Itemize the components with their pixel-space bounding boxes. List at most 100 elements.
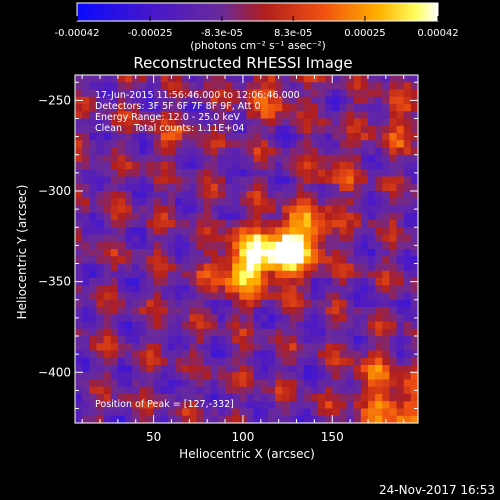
heatmap-cell <box>153 307 162 315</box>
heatmap-cell <box>382 263 391 272</box>
heatmap-cell <box>396 183 405 192</box>
heatmap-cell <box>317 191 326 199</box>
heatmap-cell <box>253 89 262 98</box>
heatmap-cell <box>153 212 162 221</box>
heatmap-cell <box>246 394 255 402</box>
heatmap-cell <box>382 401 391 410</box>
heatmap-cell <box>175 328 183 337</box>
y-tick-label: −250 <box>38 93 71 107</box>
heatmap-cell <box>346 227 355 236</box>
heatmap-cell <box>367 96 376 105</box>
heatmap-cell <box>353 357 362 366</box>
heatmap-cell <box>303 125 312 134</box>
heatmap-cell <box>289 285 298 294</box>
heatmap-cell <box>317 205 326 214</box>
heatmap-cell <box>396 350 405 359</box>
annotation-time-range: 17-Jun-2015 11:56:46.000 to 12:06:46.000 <box>95 90 300 101</box>
heatmap-cell <box>282 379 290 388</box>
heatmap-cell <box>167 154 176 163</box>
heatmap-cell <box>353 147 362 156</box>
heatmap-cell <box>253 212 262 221</box>
heatmap-cell <box>275 350 283 359</box>
heatmap-cell <box>389 263 398 272</box>
heatmap-cell <box>403 263 412 272</box>
heatmap-cell <box>353 111 362 120</box>
heatmap-cell <box>175 133 183 141</box>
heatmap-cell <box>189 336 198 344</box>
heatmap-cell <box>332 205 340 214</box>
x-tick-label: 100 <box>231 430 254 444</box>
heatmap-cell <box>189 299 198 308</box>
heatmap-cell <box>282 278 290 286</box>
heatmap-cell <box>410 256 419 265</box>
heatmap-cell <box>203 328 212 337</box>
heatmap-cell <box>139 408 148 417</box>
heatmap-cell <box>410 82 419 91</box>
heatmap-cell <box>253 401 262 410</box>
heatmap-cell <box>289 350 298 359</box>
heatmap-cell <box>82 191 90 199</box>
heatmap-cell <box>153 394 162 402</box>
heatmap-cell <box>389 205 398 214</box>
heatmap-cell <box>82 118 90 127</box>
heatmap-cell <box>382 125 391 134</box>
heatmap-cell <box>246 125 255 134</box>
heatmap-cell <box>353 270 362 279</box>
heatmap-cell <box>167 307 176 315</box>
heatmap-cell <box>103 162 112 170</box>
heatmap-cell <box>196 89 205 98</box>
heatmap-cell <box>396 307 405 315</box>
heatmap-cell <box>275 212 283 221</box>
heatmap-cell <box>353 118 362 127</box>
heatmap-cell <box>96 162 105 170</box>
heatmap-cell <box>139 191 148 199</box>
heatmap-cell <box>160 234 169 243</box>
heatmap-cell <box>396 234 405 243</box>
heatmap-cell <box>303 133 312 141</box>
heatmap-cell <box>89 415 98 424</box>
heatmap-cell <box>253 408 262 417</box>
heatmap-cell <box>203 256 212 265</box>
heatmap-cell <box>203 278 212 286</box>
heatmap-cell <box>346 96 355 105</box>
heatmap-cell <box>153 133 162 141</box>
heatmap-cell <box>110 350 119 359</box>
heatmap-cell <box>325 307 333 315</box>
heatmap-cell <box>125 292 133 301</box>
heatmap-cell <box>175 263 183 272</box>
heatmap-cell <box>375 386 383 395</box>
heatmap-cell <box>160 241 169 250</box>
heatmap-cell <box>375 299 383 308</box>
heatmap-cell <box>325 89 333 98</box>
heatmap-cell <box>153 198 162 207</box>
heatmap-cell <box>367 249 376 257</box>
heatmap-cell <box>82 408 90 417</box>
heatmap-cell <box>189 176 198 185</box>
heatmap-cell <box>82 256 90 265</box>
heatmap-cell <box>282 140 290 149</box>
heatmap-cell <box>339 408 348 417</box>
heatmap-cell <box>239 365 248 373</box>
heatmap-cell <box>182 321 190 330</box>
heatmap-cell <box>317 147 326 156</box>
heatmap-cell <box>246 169 255 178</box>
heatmap-cell <box>260 401 269 410</box>
heatmap-cell <box>132 299 140 308</box>
heatmap-cell <box>396 241 405 250</box>
heatmap-cell <box>310 372 319 381</box>
heatmap-cell <box>153 328 162 337</box>
heatmap-cell <box>239 285 248 294</box>
heatmap-cell <box>367 125 376 134</box>
heatmap-cell <box>410 263 419 272</box>
heatmap-cell <box>203 205 212 214</box>
heatmap-cell <box>339 379 348 388</box>
heatmap-cell <box>253 343 262 352</box>
heatmap-cell <box>167 278 176 286</box>
heatmap-cell <box>117 154 126 163</box>
heatmap-cell <box>239 249 248 257</box>
heatmap-cell <box>203 118 212 127</box>
heatmap-cell <box>96 176 105 185</box>
heatmap-cell <box>396 96 405 105</box>
heatmap-cell <box>282 75 290 83</box>
heatmap-cell <box>396 343 405 352</box>
